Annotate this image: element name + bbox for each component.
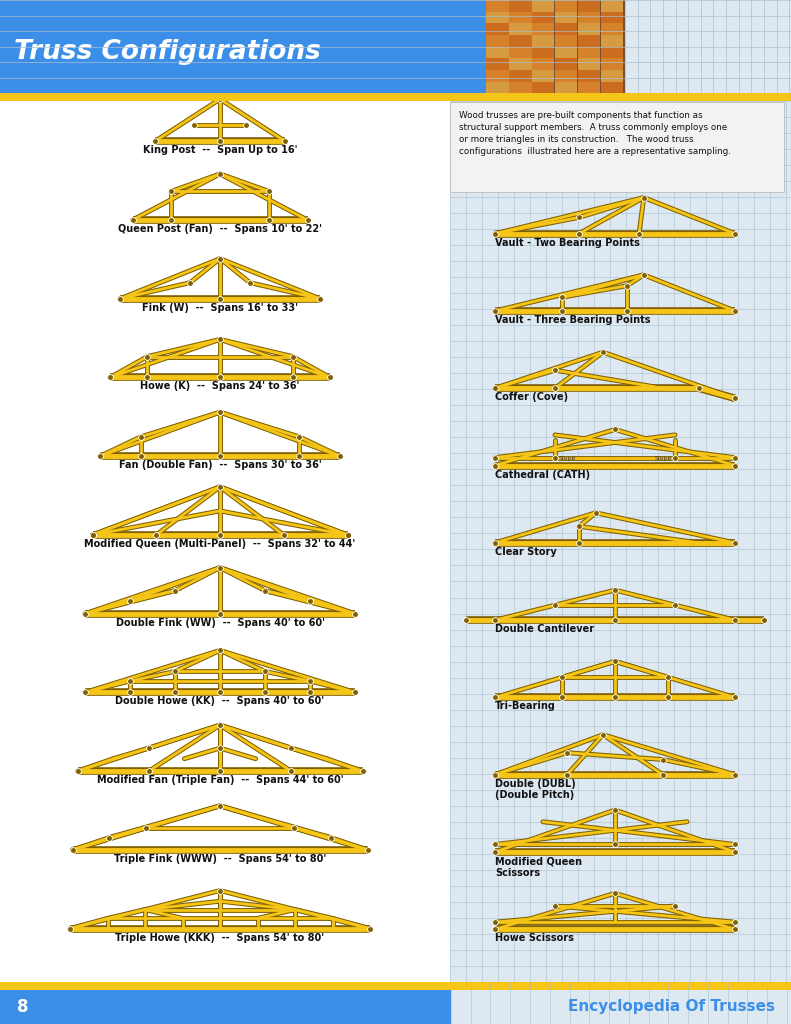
Bar [578, 70, 600, 82]
Bar [509, 11, 532, 24]
Bar [625, 0, 791, 93]
Bar [601, 0, 623, 11]
Bar [555, 47, 577, 58]
Bar [509, 0, 532, 11]
Bar [555, 82, 577, 93]
Bar [509, 82, 532, 93]
Text: 8: 8 [17, 997, 29, 1016]
Bar [486, 47, 509, 58]
Bar [450, 100, 791, 982]
Text: Double Fink (WW)  --  Spans 40' to 60': Double Fink (WW) -- Spans 40' to 60' [115, 617, 324, 628]
Text: Howe Scissors: Howe Scissors [495, 933, 574, 943]
Bar [532, 70, 554, 82]
Text: Modified Queen (Multi-Panel)  --  Spans 32' to 44': Modified Queen (Multi-Panel) -- Spans 32… [85, 539, 356, 549]
Bar [486, 0, 509, 11]
Text: Slope: Slope [654, 457, 672, 461]
Text: Fink (W)  --  Spans 16' to 33': Fink (W) -- Spans 16' to 33' [142, 303, 298, 312]
Bar [578, 11, 600, 24]
Bar [555, 58, 577, 70]
Bar [601, 11, 623, 24]
Text: Cathedral (CATH): Cathedral (CATH) [495, 470, 590, 479]
Bar [555, 70, 577, 82]
Bar [486, 82, 509, 93]
Text: Fan (Double Fan)  --  Spans 30' to 36': Fan (Double Fan) -- Spans 30' to 36' [119, 460, 321, 470]
Bar [555, 11, 577, 24]
Bar [601, 70, 623, 82]
Bar [486, 24, 509, 35]
Bar [486, 11, 509, 24]
Text: Truss Configurations: Truss Configurations [14, 39, 321, 66]
Text: Vault - Two Bearing Points: Vault - Two Bearing Points [495, 238, 640, 248]
Bar [601, 47, 623, 58]
Bar [451, 989, 791, 1024]
Bar [509, 70, 532, 82]
Bar [601, 58, 623, 70]
Bar [532, 11, 554, 24]
Bar [532, 82, 554, 93]
Bar [578, 35, 600, 46]
Bar [532, 35, 554, 46]
Text: Wood trusses are pre-built components that function as
structural support member: Wood trusses are pre-built components th… [459, 111, 731, 157]
Bar [578, 82, 600, 93]
Bar [555, 35, 577, 46]
Bar [532, 47, 554, 58]
FancyBboxPatch shape [450, 101, 784, 191]
Bar [0, 989, 451, 1024]
Bar [532, 58, 554, 70]
Text: Double Cantilever: Double Cantilever [495, 625, 594, 634]
Bar [486, 58, 509, 70]
Bar [486, 0, 625, 93]
Bar [0, 982, 791, 989]
Bar [509, 58, 532, 70]
Text: Queen Post (Fan)  --  Spans 10' to 22': Queen Post (Fan) -- Spans 10' to 22' [118, 224, 322, 233]
Text: Encyclopedia Of Trusses: Encyclopedia Of Trusses [568, 999, 775, 1015]
Text: Howe (K)  --  Spans 24' to 36': Howe (K) -- Spans 24' to 36' [140, 382, 300, 391]
Text: Modified Queen
Scissors: Modified Queen Scissors [495, 856, 582, 878]
Bar [578, 47, 600, 58]
Text: Modified Fan (Triple Fan)  --  Spans 44' to 60': Modified Fan (Triple Fan) -- Spans 44' t… [97, 775, 343, 785]
Text: Tri-Bearing: Tri-Bearing [495, 701, 556, 712]
Text: Triple Howe (KKK)  --  Spans 54' to 80': Triple Howe (KKK) -- Spans 54' to 80' [115, 933, 324, 943]
Bar [509, 35, 532, 46]
Bar [532, 24, 554, 35]
Bar [601, 82, 623, 93]
Bar [0, 0, 486, 93]
Bar [486, 35, 509, 46]
Bar [509, 24, 532, 35]
Text: Double Howe (KK)  --  Spans 40' to 60': Double Howe (KK) -- Spans 40' to 60' [115, 696, 324, 707]
Bar [555, 0, 577, 11]
Text: Triple Fink (WWW)  --  Spans 54' to 80': Triple Fink (WWW) -- Spans 54' to 80' [114, 854, 326, 864]
Text: Double (DUBL)
(Double Pitch): Double (DUBL) (Double Pitch) [495, 778, 576, 801]
Text: King Post  --  Span Up to 16': King Post -- Span Up to 16' [142, 145, 297, 156]
Bar [532, 0, 554, 11]
Bar [601, 35, 623, 46]
Text: Clear Story: Clear Story [495, 547, 557, 557]
Bar [555, 24, 577, 35]
Bar [578, 58, 600, 70]
Bar [578, 0, 600, 11]
Text: Slope: Slope [558, 457, 576, 461]
Text: Coffer (Cove): Coffer (Cove) [495, 392, 568, 402]
Bar [509, 47, 532, 58]
Bar [486, 70, 509, 82]
Bar [601, 24, 623, 35]
Text: Vault - Three Bearing Points: Vault - Three Bearing Points [495, 315, 650, 325]
Bar [578, 24, 600, 35]
